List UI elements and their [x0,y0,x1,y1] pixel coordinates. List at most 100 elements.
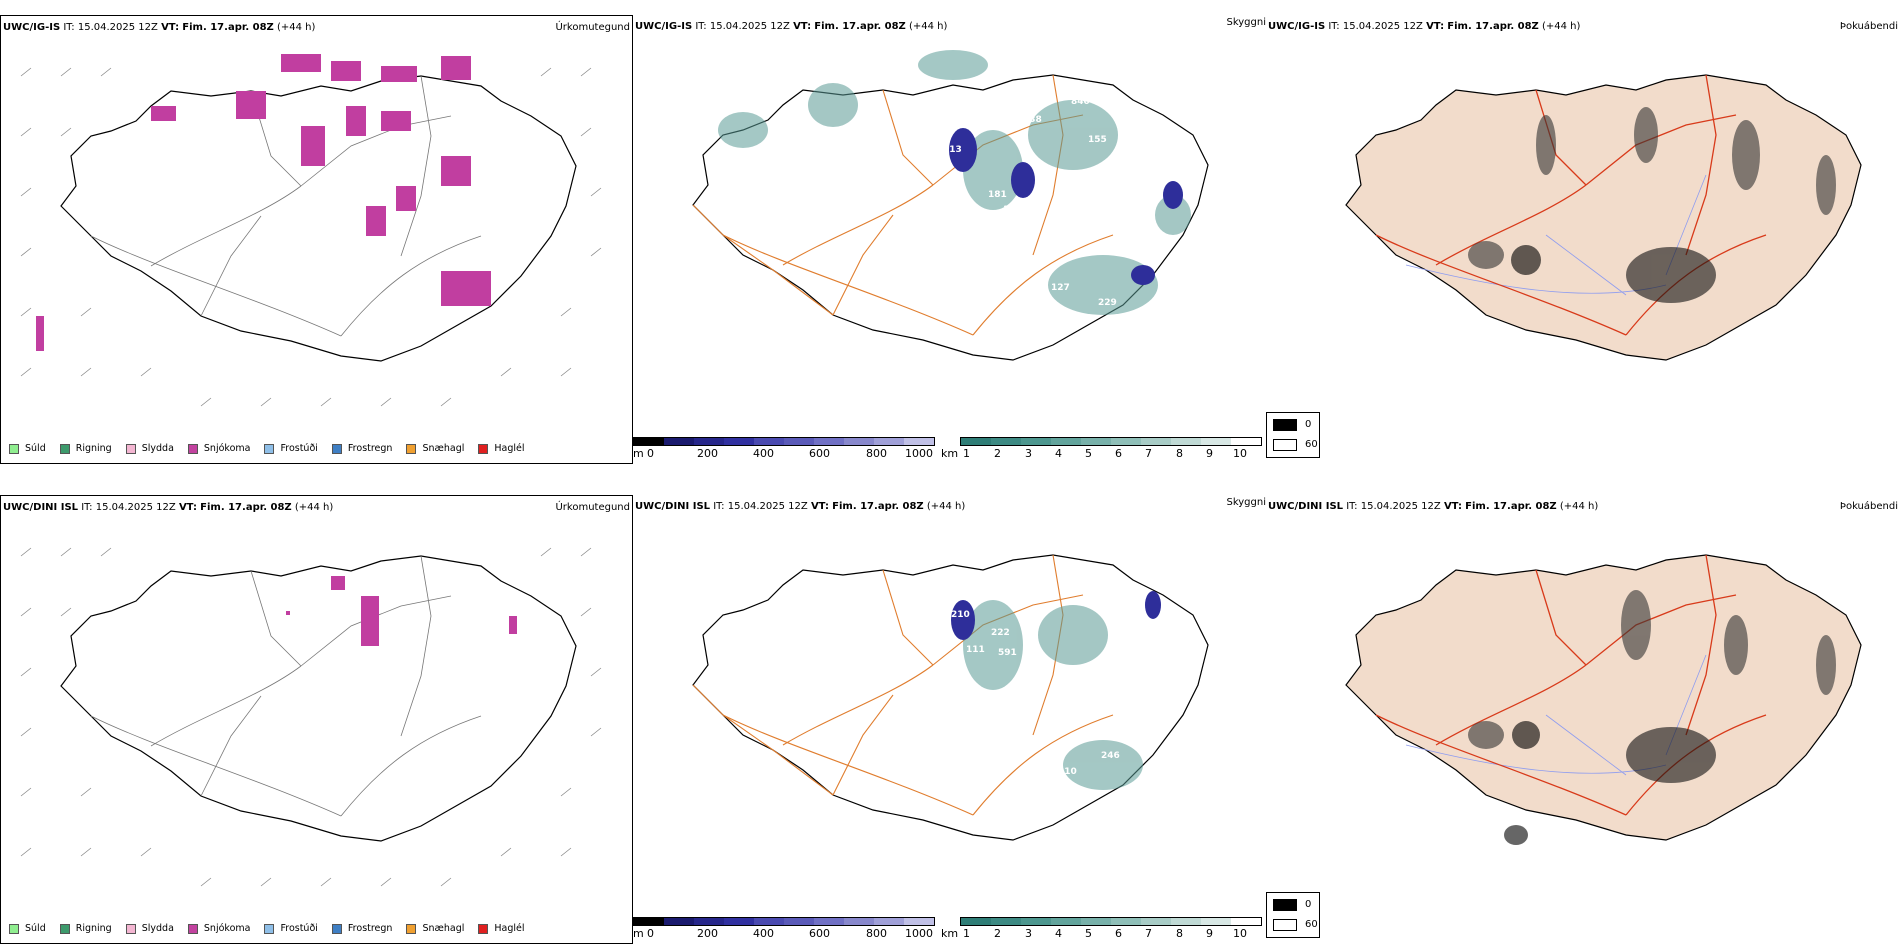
cloud-base-label: 111 [966,645,985,655]
height-unit: m [633,927,644,940]
cloud-base-label: 408 [1118,127,1137,137]
fog-legend-label: 0 [1305,899,1312,910]
iceland-map-fog [1345,74,1862,361]
cloud-base-label: 181 [988,190,1007,200]
vis-tick: 8 [1176,447,1183,460]
legend-item-slydda: Slydda [125,923,174,934]
panel-title: Þokuábendi [1839,21,1898,32]
vis-tick: 1 [963,927,970,940]
vis-tick: 5 [1085,447,1092,460]
height-unit: m [633,447,644,460]
vis-tick: 10 [1233,927,1247,940]
vis-tick: 5 [1085,927,1092,940]
panel-header: UWC/DINI ISL IT: 15.04.2025 12Z VT: Fim.… [3,502,334,513]
height-tick: 600 [809,447,830,460]
vis-tick: 10 [1233,447,1247,460]
legend-item-hagl: Haglél [478,923,525,934]
height-tick: 400 [753,447,774,460]
legend-item-sudd: Súld [9,923,46,934]
iceland-map-precip [20,54,602,407]
fog-panel-2: UWC/DINI ISL IT: 15.04.2025 12Z VT: Fim.… [1266,495,1900,942]
height-tick: 0 [647,927,654,940]
visibility-colorbar [960,917,1262,926]
panel-header: UWC/DINI ISL IT: 15.04.2025 12Z VT: Fim.… [635,501,966,512]
fog-shading [1468,107,1836,303]
height-tick: 200 [697,927,718,940]
cloud-base-labels: 840 938 155 408 113 181 135 142 203 127 … [633,35,1266,440]
precip-legend: Súld Rigning Slydda Snjókoma Frostúði Fr… [9,443,539,454]
legend-item-snaehagl: Snæhagl [406,923,464,934]
snow-areas [286,576,517,646]
iceland-map-precip [20,547,602,887]
cloud-base-label: 910 [1058,767,1077,777]
cloud-base-label: 591 [998,648,1017,658]
legend-item-frostudi: Frostúði [264,443,318,454]
iceland-map-visibility [692,50,1209,361]
legend-item-frostudi: Frostúði [264,923,318,934]
precip-type-panel-2: UWC/DINI ISL IT: 15.04.2025 12Z VT: Fim.… [0,495,633,944]
cloud-base-label: 229 [1098,298,1117,308]
legend-item-sudd: Súld [9,443,46,454]
height-colorbar [633,437,935,446]
panel-header: UWC/IG-IS IT: 15.04.2025 12Z VT: Fim. 17… [3,22,316,33]
cloud-base-label: 246 [1101,751,1120,761]
height-tick: 200 [697,447,718,460]
visibility-unit: km [941,927,959,940]
vis-tick: 3 [1025,927,1032,940]
fog-legend-label: 60 [1305,919,1318,930]
cloud-base-label: 155 [1088,135,1107,145]
panel-title: Skyggni [1226,17,1266,28]
panel-title: Úrkomutegund [555,22,630,33]
vis-tick: 2 [994,447,1001,460]
cloud-base-label: 203 [1015,260,1034,270]
fog-legend: 0 60 [1266,892,1320,938]
legend-item-snaehagl: Snæhagl [406,443,464,454]
precip-legend: Súld Rigning Slydda Snjókoma Frostúði Fr… [9,923,539,934]
cloud-base-label: 127 [1051,283,1070,293]
fog-legend-label: 60 [1305,439,1318,450]
cloud-base-label: 142 [898,255,917,265]
height-tick: 400 [753,927,774,940]
vis-tick: 6 [1115,447,1122,460]
fog-panel-1: UWC/IG-IS IT: 15.04.2025 12Z VT: Fim. 17… [1266,15,1900,462]
iceland-map-visibility [692,554,1209,841]
snow-areas [36,54,491,351]
cloud-base-label: 222 [991,628,1010,638]
cloud-base-labels: 210 222 111 591 200 910 246 [633,515,1266,920]
visibility-unit: km [941,447,959,460]
legend-item-snjokoma: Snjókoma [187,443,250,454]
vis-tick: 6 [1115,927,1122,940]
fog-shading [1468,590,1836,845]
visibility-panel-1: UWC/IG-IS IT: 15.04.2025 12Z VT: Fim. 17… [633,15,1266,462]
cloud-base-shading [949,128,1183,285]
fog-legend: 0 60 [1266,412,1320,458]
panel-header: UWC/DINI ISL IT: 15.04.2025 12Z VT: Fim.… [1268,501,1599,512]
vis-tick: 7 [1145,447,1152,460]
visibility-colorbar [960,437,1262,446]
cloud-base-label: 135 [1003,205,1022,215]
cloud-base-label: 938 [1023,115,1042,125]
precip-type-panel-1: UWC/IG-IS IT: 15.04.2025 12Z VT: Fim. 17… [0,15,633,464]
height-tick: 600 [809,927,830,940]
legend-item-snjokoma: Snjókoma [187,923,250,934]
height-tick: 800 [866,447,887,460]
vis-tick: 7 [1145,927,1152,940]
legend-item-slydda: Slydda [125,443,174,454]
height-colorbar [633,917,935,926]
height-tick: 1000 [905,927,933,940]
cloud-base-label: 840 [1071,97,1090,107]
vis-tick: 9 [1206,447,1213,460]
iceland-map-fog [1345,554,1862,845]
vis-tick: 8 [1176,927,1183,940]
vis-tick: 4 [1055,447,1062,460]
cloud-base-label: 210 [951,610,970,620]
legend-item-hagl: Haglél [478,443,525,454]
panel-title: Skyggni [1226,497,1266,508]
fog-legend-label: 0 [1305,419,1312,430]
visibility-shading [963,600,1143,790]
legend-item-rigning: Rigning [59,923,112,934]
vis-tick: 1 [963,447,970,460]
panel-header: UWC/IG-IS IT: 15.04.2025 12Z VT: Fim. 17… [1268,21,1581,32]
height-tick: 800 [866,927,887,940]
height-tick: 1000 [905,447,933,460]
